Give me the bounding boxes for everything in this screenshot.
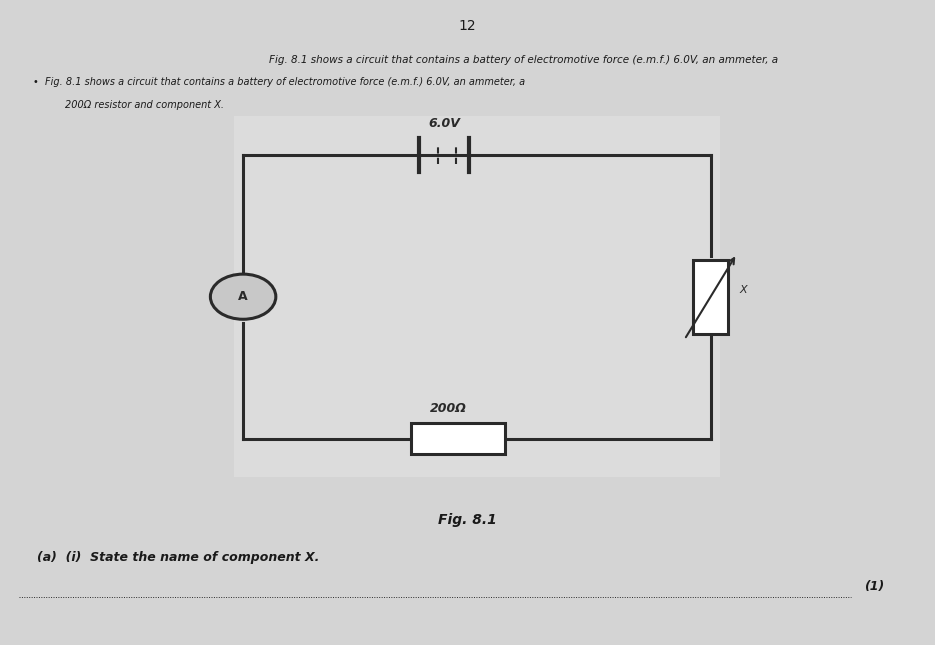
Text: (a)  (i)  State the name of component X.: (a) (i) State the name of component X. (37, 551, 320, 564)
Text: X: X (740, 285, 747, 295)
Text: (1): (1) (864, 580, 885, 593)
Text: A: A (238, 290, 248, 303)
Text: Fig. 8.1: Fig. 8.1 (439, 513, 496, 527)
Text: 200Ω: 200Ω (430, 402, 468, 415)
Bar (234, 116, 720, 477)
Text: 200Ω resistor and component X.: 200Ω resistor and component X. (65, 100, 224, 110)
Text: Fig. 8.1 shows a circuit that contains a battery of electromotive force (e.m.f.): Fig. 8.1 shows a circuit that contains a… (269, 55, 778, 65)
Text: 12: 12 (459, 19, 476, 34)
Text: 6.0V: 6.0V (428, 117, 460, 130)
Text: •  Fig. 8.1 shows a circuit that contains a battery of electromotive force (e.m.: • Fig. 8.1 shows a circuit that contains… (33, 77, 525, 88)
Bar (693, 259, 728, 334)
Circle shape (210, 274, 276, 319)
Bar (411, 423, 505, 454)
